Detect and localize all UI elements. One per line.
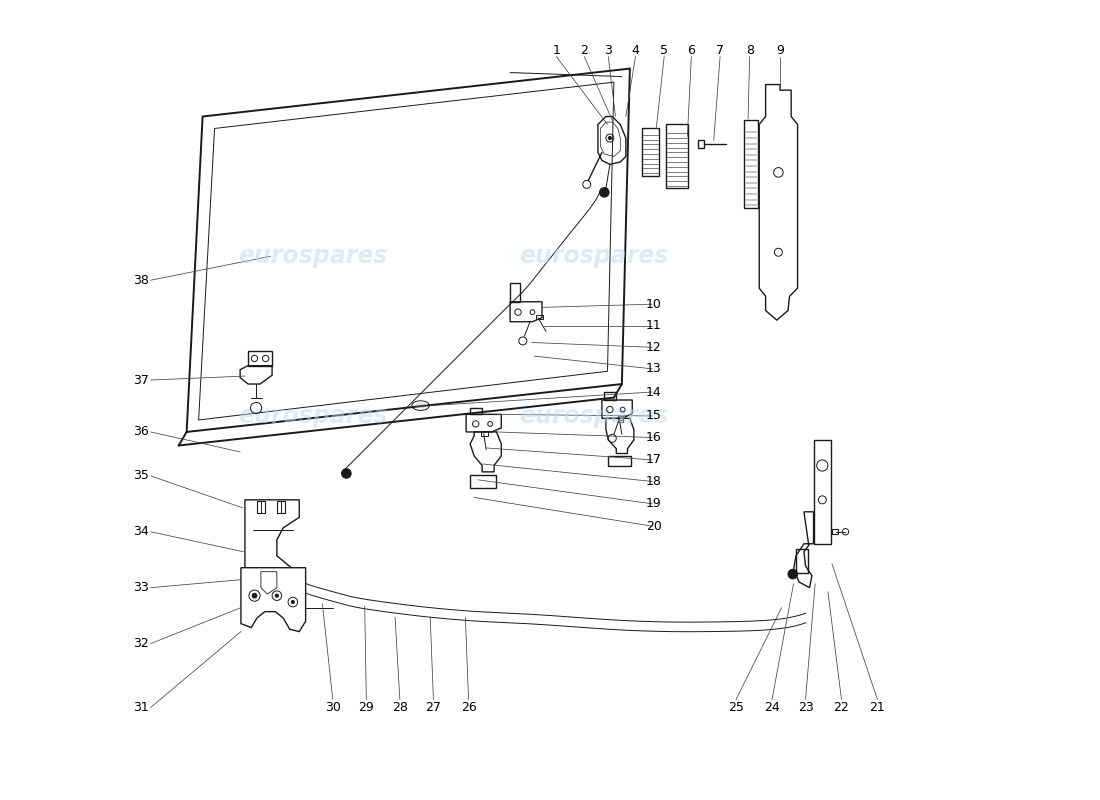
Text: 22: 22 <box>834 701 849 714</box>
Circle shape <box>608 137 612 140</box>
Bar <box>482 431 487 436</box>
Text: 3: 3 <box>604 44 613 57</box>
Text: 5: 5 <box>660 44 668 57</box>
Text: 2: 2 <box>581 44 589 57</box>
Text: 12: 12 <box>646 341 662 354</box>
Text: eurospares: eurospares <box>519 244 669 268</box>
Text: 16: 16 <box>646 431 662 444</box>
Bar <box>641 129 659 176</box>
Text: 13: 13 <box>646 362 662 375</box>
Bar <box>744 121 758 208</box>
Text: eurospares: eurospares <box>519 404 669 428</box>
Circle shape <box>292 601 295 604</box>
Text: 11: 11 <box>646 319 662 332</box>
Text: 19: 19 <box>646 498 662 510</box>
Text: 18: 18 <box>646 475 662 488</box>
Text: 15: 15 <box>646 410 662 422</box>
Text: 26: 26 <box>461 701 476 714</box>
Bar <box>618 416 624 420</box>
Text: 1: 1 <box>552 44 560 57</box>
Text: 14: 14 <box>646 386 662 398</box>
Text: 32: 32 <box>133 637 148 650</box>
Text: 31: 31 <box>133 701 148 714</box>
Bar <box>618 418 624 422</box>
Circle shape <box>252 594 257 598</box>
Bar <box>796 550 808 574</box>
Text: eurospares: eurospares <box>238 244 387 268</box>
Text: 38: 38 <box>133 274 148 286</box>
Text: 17: 17 <box>646 454 662 466</box>
Bar <box>814 440 832 544</box>
Text: 4: 4 <box>631 44 639 57</box>
Bar <box>249 351 272 366</box>
Circle shape <box>275 594 278 598</box>
Circle shape <box>342 469 351 478</box>
Polygon shape <box>241 568 306 631</box>
Text: 21: 21 <box>870 701 886 714</box>
Bar <box>697 141 704 149</box>
Text: 30: 30 <box>324 701 341 714</box>
Text: 9: 9 <box>777 44 784 57</box>
Text: 27: 27 <box>426 701 441 714</box>
Text: 8: 8 <box>746 44 754 57</box>
Text: 35: 35 <box>133 470 148 482</box>
Text: 34: 34 <box>133 526 148 538</box>
Text: 28: 28 <box>392 701 408 714</box>
Text: eurospares: eurospares <box>238 404 387 428</box>
Bar <box>470 475 496 488</box>
Text: 36: 36 <box>133 426 148 438</box>
Bar <box>666 125 689 188</box>
Bar <box>277 502 285 513</box>
Ellipse shape <box>415 402 426 408</box>
Text: 23: 23 <box>798 701 813 714</box>
Text: 24: 24 <box>764 701 780 714</box>
Circle shape <box>788 570 798 579</box>
Bar <box>257 502 265 513</box>
Text: 6: 6 <box>688 44 695 57</box>
Polygon shape <box>245 500 299 572</box>
Text: 10: 10 <box>646 298 662 310</box>
Text: 7: 7 <box>716 44 724 57</box>
Text: 29: 29 <box>359 701 374 714</box>
Bar <box>608 456 630 466</box>
Bar <box>832 529 837 534</box>
Text: 33: 33 <box>133 581 148 594</box>
Text: 37: 37 <box>133 374 148 386</box>
Text: 20: 20 <box>646 520 662 533</box>
Text: 25: 25 <box>728 701 744 714</box>
Polygon shape <box>187 69 630 432</box>
Bar <box>537 314 542 319</box>
Circle shape <box>600 187 609 197</box>
